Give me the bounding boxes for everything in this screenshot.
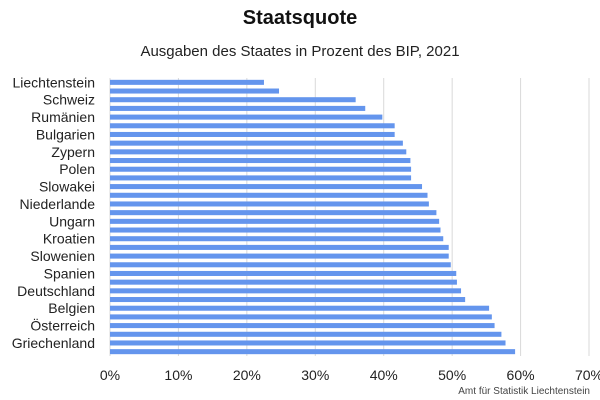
- bar-5: [110, 123, 395, 129]
- bar-28: [110, 323, 495, 329]
- bar-29: [110, 331, 502, 337]
- x-tick-label-0: 0%: [100, 367, 120, 383]
- bar-21: [110, 262, 451, 268]
- x-tick-label-7: 70%: [575, 367, 600, 383]
- category-label-20: Slowenien: [30, 248, 95, 264]
- category-label-8: Zypern: [51, 144, 95, 160]
- category-label-24: Deutschland: [17, 283, 95, 299]
- x-tick-label-2: 20%: [233, 367, 261, 383]
- bar-15: [110, 210, 437, 216]
- x-tick-label-1: 10%: [164, 367, 192, 383]
- bar-22: [110, 270, 457, 276]
- bar-11: [110, 175, 412, 181]
- bar-18: [110, 236, 444, 242]
- x-tick-label-4: 40%: [370, 367, 398, 383]
- source-note: Amt für Statistik Liechtenstein: [458, 386, 590, 397]
- bar-30: [110, 340, 506, 346]
- category-label-4: Rumänien: [31, 109, 95, 125]
- bar-7: [110, 140, 403, 146]
- x-tick-label-5: 50%: [438, 367, 466, 383]
- category-label-10: Polen: [59, 161, 95, 177]
- category-label-6: Bulgarien: [36, 126, 95, 142]
- bar-31: [110, 349, 516, 355]
- bar-23: [110, 279, 457, 285]
- bar-4: [110, 114, 383, 120]
- bar-6: [110, 131, 395, 137]
- bar-10: [110, 166, 412, 172]
- category-label-0: Liechtenstein: [12, 74, 95, 90]
- category-label-16: Ungarn: [49, 213, 95, 229]
- bar-26: [110, 305, 490, 311]
- bar-12: [110, 184, 423, 190]
- category-label-28: Österreich: [30, 317, 95, 334]
- x-tick-label-3: 30%: [301, 367, 329, 383]
- category-label-18: Kroatien: [43, 231, 95, 247]
- category-label-22: Spanien: [44, 265, 95, 281]
- bar-14: [110, 201, 429, 207]
- bar-20: [110, 253, 449, 259]
- bars: [110, 79, 516, 355]
- bar-27: [110, 314, 492, 320]
- bar-9: [110, 158, 411, 164]
- category-label-26: Belgien: [48, 300, 95, 316]
- bar-2: [110, 97, 356, 103]
- chart-title: Staatsquote: [242, 7, 358, 29]
- category-label-12: Slowakei: [39, 179, 95, 195]
- gridlines: [109, 78, 590, 356]
- bar-19: [110, 244, 449, 250]
- bar-25: [110, 297, 466, 303]
- category-label-30: Griechenland: [12, 335, 95, 351]
- bar-17: [110, 227, 441, 233]
- chart-subtitle: Ausgaben des Staates in Prozent des BIP,…: [140, 43, 460, 60]
- x-axis-tick-labels: 0% 10% 20% 30% 40% 50% 60% 70%: [100, 367, 600, 383]
- bar-8: [110, 149, 407, 155]
- category-label-2: Schweiz: [43, 92, 95, 108]
- category-label-14: Niederlande: [20, 196, 96, 212]
- bar-13: [110, 192, 428, 198]
- bar-3: [110, 105, 366, 111]
- bar-24: [110, 288, 462, 294]
- x-tick-label-6: 60%: [507, 367, 535, 383]
- bar-16: [110, 218, 440, 224]
- bar-1: [110, 88, 280, 94]
- bar-0: [110, 79, 264, 85]
